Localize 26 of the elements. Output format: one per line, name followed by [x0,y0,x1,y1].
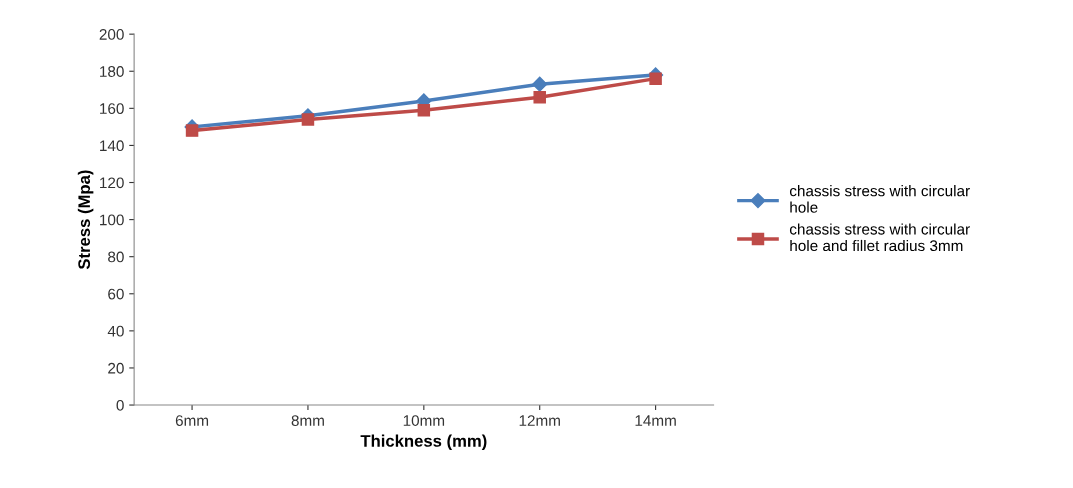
point [532,76,548,92]
point [301,113,315,126]
point [185,124,199,137]
x-tick-label: 12mm [519,415,560,426]
y-axis-title: Stress (Mpa) [77,170,94,270]
x-tick-label: 14mm [635,415,676,426]
y-tick-label: 140 [100,140,124,152]
y-tick-label: 20 [108,362,124,374]
x-tick-label: 8mm [291,415,324,426]
y-tick-label: 80 [108,251,124,263]
y-tick-label: 180 [100,66,124,77]
y-tick-label: 40 [107,325,124,337]
y-tick-label: 100 [100,214,124,226]
x-tick-label: 10mm [403,415,445,426]
legend-label: chassis stress with circular hole [789,185,970,213]
x-tick-label: 6mm [175,415,209,426]
y-tick-label: 0 [116,399,124,411]
point [533,90,546,104]
point [649,72,662,85]
y-tick-label: 120 [100,177,124,189]
y-tick-label: 60 [108,288,124,300]
legend-label: chassis stress with circular hole and fillet radius 3mm [789,223,970,252]
y-tick-label: 200 [99,29,124,40]
x-axis-title: Thickness (mm) [360,434,487,451]
y-tick-label: 160 [100,103,124,115]
point [417,103,431,117]
